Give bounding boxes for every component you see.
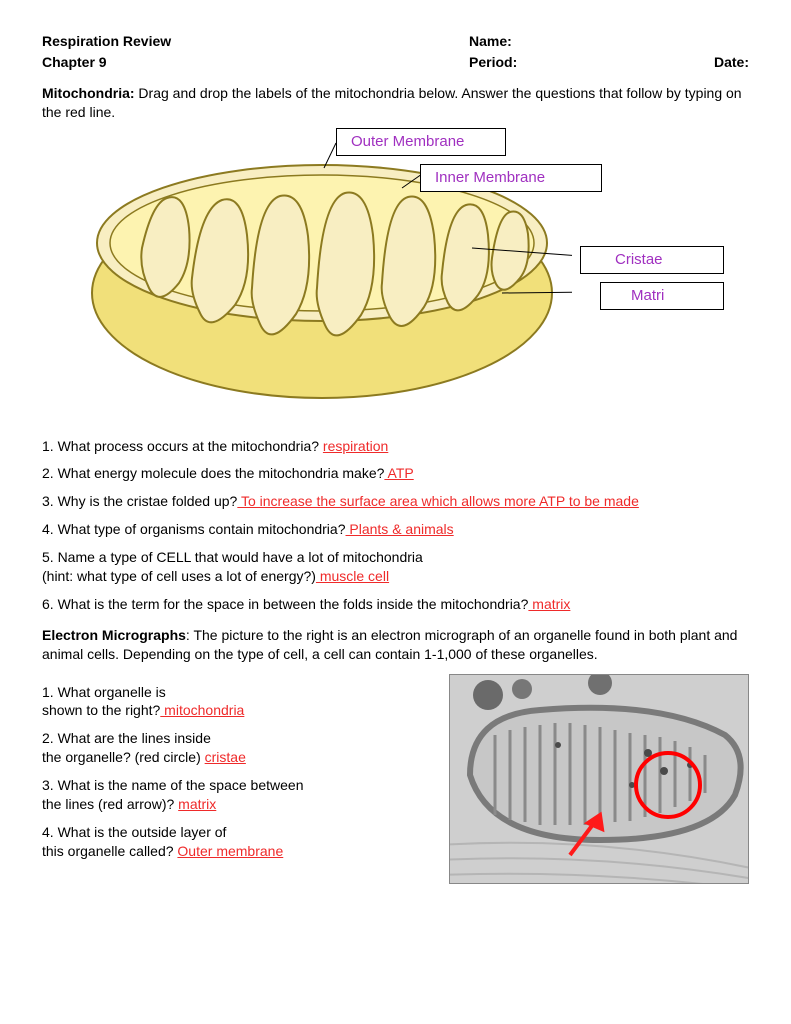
header-title-1: Respiration Review: [42, 32, 171, 51]
label-outer-membrane[interactable]: Outer Membrane: [336, 128, 506, 156]
q2-2-answer[interactable]: cristae: [205, 749, 246, 765]
q4-answer[interactable]: Plants & animals: [346, 521, 454, 537]
name-label: Name:: [469, 32, 512, 51]
q6-answer[interactable]: matrix: [528, 596, 570, 612]
q1-text: 1. What process occurs at the mitochondr…: [42, 438, 323, 454]
section2-intro: Electron Micrographs: The picture to the…: [42, 626, 749, 664]
q2-3-text: 3. What is the name of the space between…: [42, 777, 304, 812]
q2-3-answer[interactable]: matrix: [178, 796, 216, 812]
electron-micrograph: [449, 674, 749, 884]
q1-answer[interactable]: respiration: [323, 438, 388, 454]
header-title-2: Chapter 9: [42, 53, 107, 72]
label-inner-membrane[interactable]: Inner Membrane: [420, 164, 602, 192]
q2-2-text: 2. What are the lines inside the organel…: [42, 730, 211, 765]
q3-text: 3. Why is the cristae folded up?: [42, 493, 237, 509]
intro-lead: Mitochondria:: [42, 85, 135, 101]
date-label: Date:: [714, 53, 749, 72]
q2-text: 2. What energy molecule does the mitocho…: [42, 465, 384, 481]
period-label: Period:: [469, 53, 517, 72]
q2-1-text: 1. What organelle is shown to the right?: [42, 684, 166, 719]
q3-answer[interactable]: To increase the surface area which allow…: [237, 493, 639, 509]
q4-text: 4. What type of organisms contain mitoch…: [42, 521, 346, 537]
q5-answer[interactable]: muscle cell: [316, 568, 389, 584]
q2-answer[interactable]: ATP: [384, 465, 413, 481]
q2-4-answer[interactable]: Outer membrane: [177, 843, 283, 859]
section2-lead: Electron Micrographs: [42, 627, 186, 643]
label-matri[interactable]: Matri: [600, 282, 724, 310]
intro-text: Mitochondria: Drag and drop the labels o…: [42, 84, 749, 122]
mitochondria-diagram: Outer Membrane Inner Membrane Cristae Ma…: [42, 128, 749, 428]
q2-1-answer[interactable]: mitochondria: [160, 702, 244, 718]
questions-section-1: 1. What process occurs at the mitochondr…: [42, 437, 749, 614]
questions-section-2: 1. What organelle is shown to the right?…: [42, 674, 449, 884]
q6-text: 6. What is the term for the space in bet…: [42, 596, 528, 612]
label-cristae[interactable]: Cristae: [580, 246, 724, 274]
